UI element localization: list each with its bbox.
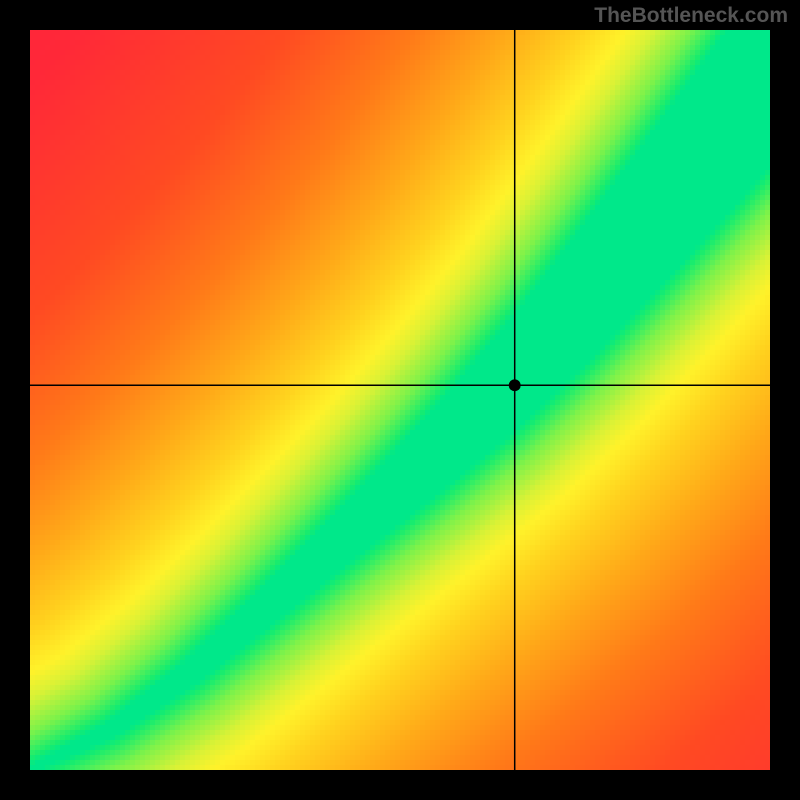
- chart-container: { "watermark": { "text": "TheBottleneck.…: [0, 0, 800, 800]
- watermark-text: TheBottleneck.com: [594, 4, 788, 28]
- crosshair-overlay: [0, 0, 800, 800]
